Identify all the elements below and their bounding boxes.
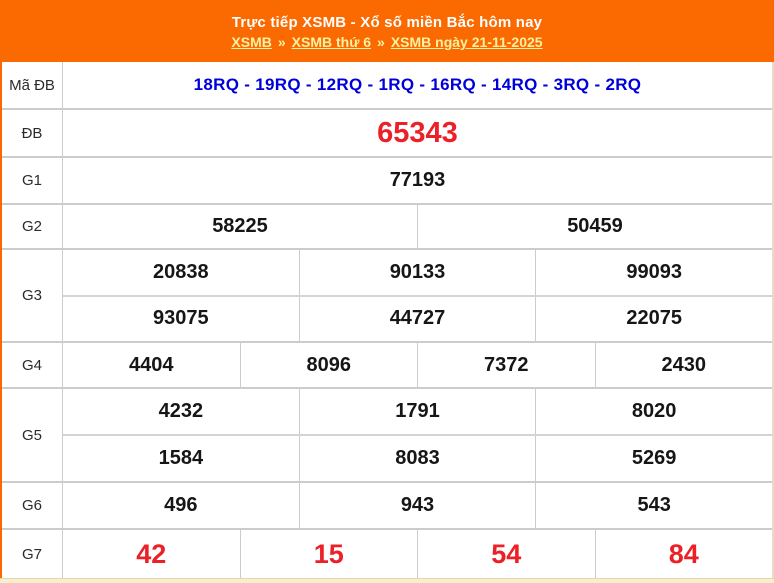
breadcrumb-separator: »: [277, 34, 286, 50]
g2-value: 50459: [417, 205, 772, 248]
row-ma-db: Mã ĐB 18RQ - 19RQ - 12RQ - 1RQ - 16RQ - …: [2, 62, 772, 110]
g6-value: 496: [164, 494, 198, 516]
g3-sub-row-1: 20838 90133 99093: [63, 250, 772, 295]
g5-value: 4232: [158, 400, 204, 422]
row-g5: G5 4232 1791 8020 1584 8083 5269: [2, 389, 772, 483]
row-g6: G6 496 943 543: [2, 483, 772, 530]
breadcrumb-separator: »: [377, 34, 385, 50]
row-label-g2: G2: [2, 205, 63, 248]
g5-sub-row-2: 1584 8083 5269: [63, 434, 772, 481]
special-prize-value: 65343: [377, 116, 458, 149]
ma-db-value: 18RQ - 19RQ - 12RQ - 1RQ - 16RQ - 14RQ -…: [193, 75, 642, 94]
row-label-g5: G5: [2, 389, 63, 481]
g5-value: 1791: [298, 389, 536, 434]
g4-value: 8096: [239, 343, 418, 387]
row-label-g3: G3: [2, 250, 63, 341]
row-label-db: ĐB: [2, 110, 63, 156]
breadcrumb-link-xsmb-thu-6[interactable]: XSMB thứ 6: [291, 34, 372, 50]
row-g7: G7 42 15 54 84: [2, 530, 772, 578]
results-table: Mã ĐB 18RQ - 19RQ - 12RQ - 1RQ - 16RQ - …: [0, 62, 774, 578]
breadcrumb: XSMB » XSMB thứ 6 » XSMB ngày 21-11-2025: [231, 34, 542, 50]
row-g4: G4 4404 8096 7372 2430: [2, 343, 772, 389]
row-g1: G1 77193: [2, 158, 772, 205]
g3-value: 99093: [535, 250, 772, 295]
page-title: Trực tiếp XSMB - Xổ số miền Bắc hôm nay: [231, 14, 543, 31]
g3-sub-row-2: 93075 44727 22075: [63, 294, 772, 341]
row-label-g6: G6: [2, 483, 63, 528]
g3-value: 90133: [298, 250, 536, 295]
row-db: ĐB 65343: [2, 110, 772, 158]
bottom-divider: [0, 578, 774, 583]
g2-value: 58225: [212, 215, 268, 237]
breadcrumb-link-xsmb[interactable]: XSMB: [231, 34, 272, 50]
row-label-g1: G1: [2, 158, 63, 203]
header: Trực tiếp XSMB - Xổ số miền Bắc hôm nay …: [0, 0, 774, 62]
g3-value: 93075: [153, 307, 209, 330]
g4-value: 7372: [417, 343, 595, 387]
row-g3: G3 20838 90133 99093 93075 44727 22075: [2, 250, 772, 343]
g5-value: 8020: [535, 389, 772, 434]
row-g2: G2 58225 50459: [2, 205, 772, 250]
g1-value: 77193: [389, 169, 446, 191]
g4-value: 2430: [594, 343, 773, 387]
breadcrumb-link-xsmb-date[interactable]: XSMB ngày 21-11-2025: [390, 34, 543, 50]
g7-value: 84: [594, 530, 773, 578]
g3-value: 20838: [153, 260, 209, 283]
g7-value: 15: [239, 530, 418, 578]
g6-value: 543: [535, 483, 772, 528]
g7-value: 54: [417, 530, 595, 578]
g5-value: 8083: [298, 436, 536, 481]
g5-value: 5269: [535, 436, 772, 481]
row-label-ma-db: Mã ĐB: [2, 62, 63, 108]
g3-value: 22075: [535, 296, 772, 341]
row-label-g7: G7: [2, 530, 63, 578]
g7-value: 42: [136, 538, 167, 569]
g4-value: 4404: [129, 353, 174, 376]
g6-value: 943: [298, 483, 536, 528]
g5-value: 1584: [158, 447, 204, 469]
g3-value: 44727: [298, 296, 536, 341]
g5-sub-row-1: 4232 1791 8020: [63, 389, 772, 434]
row-label-g4: G4: [2, 343, 63, 387]
